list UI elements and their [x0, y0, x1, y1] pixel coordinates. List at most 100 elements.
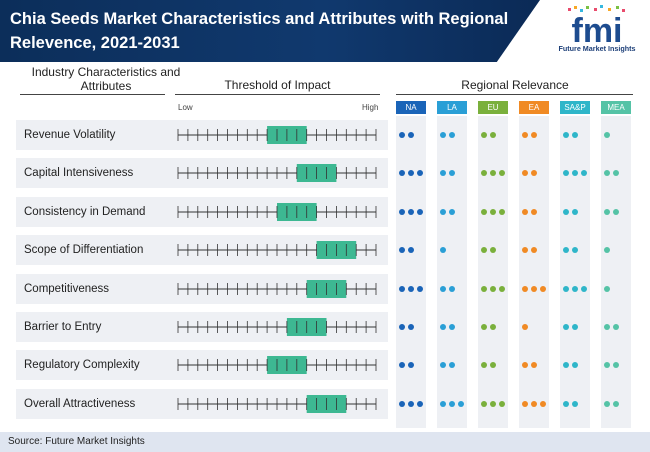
relevance-dot-ea: [522, 285, 528, 292]
relevance-dot-na: [399, 170, 405, 177]
relevance-dot-sap: [581, 285, 587, 292]
relevance-dot-mea: [604, 170, 610, 177]
relevance-dot-na: [399, 285, 405, 292]
relevance-dot-eu: [490, 285, 496, 292]
impact-scale: [177, 394, 377, 413]
relevance-dot-ea: [531, 285, 537, 292]
attribute-label: Revenue Volatility: [24, 129, 116, 141]
relevance-dot-la: [449, 362, 455, 369]
relevance-dot-eu: [481, 247, 487, 254]
impact-scale: [177, 318, 377, 336]
relevance-dot-na: [399, 208, 405, 215]
region-tag-sap: SA&P: [560, 101, 590, 114]
relevance-dot-la: [449, 324, 455, 330]
relevance-dot-sap: [581, 170, 587, 177]
relevance-dot-ea: [540, 285, 546, 292]
relevance-dot-na: [408, 285, 414, 292]
relevance-dot-mea: [604, 400, 610, 407]
relevance-dot-sap: [572, 170, 578, 177]
relevance-dot-mea: [604, 208, 610, 215]
impact-scale: [177, 126, 377, 144]
attribute-label: Regulatory Complexity: [24, 359, 140, 372]
region-tag-ea: EA: [519, 101, 549, 114]
attribute-label: Overall Attractiveness: [24, 397, 136, 410]
relevance-dot-sap: [572, 362, 578, 369]
relevance-dot-eu: [490, 362, 496, 369]
relevance-dot-eu: [490, 170, 496, 177]
title-line-2: Relevence, 2021-2031: [10, 34, 180, 52]
attribute-label: Capital Intensiveness: [24, 167, 134, 180]
region-column-sap: [560, 116, 590, 428]
logo-subtitle: Future Market Insights: [558, 44, 636, 53]
attribute-label: Competitiveness: [24, 282, 110, 295]
relevance-dot-mea: [613, 208, 619, 215]
title-line-1: Chia Seeds Market Characteristics and At…: [10, 10, 509, 28]
region-column-na: [396, 116, 426, 428]
relevance-dot-ea: [522, 324, 528, 330]
attribute-label: Barrier to Entry: [24, 321, 102, 333]
relevance-dot-eu: [499, 170, 505, 177]
relevance-dot-sap: [563, 285, 569, 292]
impact-scale: [177, 164, 377, 183]
relevance-dot-la: [449, 208, 455, 215]
region-column-ea: [519, 116, 549, 428]
threshold-column-heading: Threshold of Impact: [224, 78, 331, 92]
region-column-mea: [601, 116, 631, 428]
regional-heading-rule: [396, 94, 633, 95]
relevance-dot-eu: [481, 362, 487, 369]
region-tag-mea: MEA: [601, 101, 631, 114]
relevance-dot-la: [440, 170, 446, 177]
relevance-dot-la: [440, 285, 446, 292]
relevance-dot-la: [449, 132, 455, 138]
relevance-dot-mea: [604, 247, 610, 254]
relevance-dot-la: [449, 170, 455, 177]
relevance-dot-ea: [531, 362, 537, 369]
relevance-dot-la: [440, 247, 446, 254]
relevance-dot-mea: [604, 324, 610, 330]
relevance-dot-mea: [604, 132, 610, 138]
industry-column-heading: Industry Characteristics and Attributes: [31, 65, 181, 93]
relevance-dot-na: [408, 132, 414, 138]
impact-scale: [177, 202, 377, 221]
relevance-dot-la: [440, 132, 446, 138]
high-label: High: [362, 103, 379, 112]
relevance-dot-sap: [563, 400, 569, 407]
source-note: Source: Future Market Insights: [8, 436, 145, 447]
relevance-dot-eu: [481, 285, 487, 292]
relevance-dot-ea: [522, 247, 528, 254]
impact-scale: [177, 241, 377, 260]
relevance-dot-mea: [613, 170, 619, 177]
relevance-dot-na: [399, 362, 405, 369]
relevance-dot-la: [440, 362, 446, 369]
industry-heading-rule: [20, 94, 165, 95]
low-label: Low: [178, 103, 193, 112]
relevance-dot-na: [399, 247, 405, 254]
relevance-dot-na: [408, 362, 414, 369]
relevance-dot-sap: [572, 247, 578, 254]
relevance-dot-eu: [481, 208, 487, 215]
relevance-dot-ea: [522, 400, 528, 407]
region-tag-la: LA: [437, 101, 467, 114]
relevance-dot-na: [399, 324, 405, 330]
relevance-dot-na: [408, 208, 414, 215]
relevance-dot-na: [408, 400, 414, 407]
relevance-dot-sap: [563, 132, 569, 138]
relevance-dot-eu: [481, 400, 487, 407]
relevance-dot-la: [440, 400, 446, 407]
relevance-dot-sap: [563, 362, 569, 369]
relevance-dot-eu: [481, 132, 487, 138]
relevance-dot-eu: [490, 132, 496, 138]
title-panel: [0, 0, 540, 62]
relevance-dot-ea: [522, 208, 528, 215]
relevance-dot-sap: [563, 208, 569, 215]
relevance-dot-ea: [531, 247, 537, 254]
fmi-logo: fmi: [568, 5, 625, 50]
relevance-dot-na: [408, 170, 414, 177]
relevance-dot-eu: [481, 170, 487, 177]
relevance-dot-na: [417, 400, 423, 407]
relevance-dot-na: [408, 324, 414, 330]
impact-scale: [177, 356, 377, 375]
relevance-dot-ea: [522, 170, 528, 177]
chart-title: Chia Seeds Market Characteristics and At…: [10, 7, 510, 55]
attribute-label: Consistency in Demand: [24, 205, 146, 218]
